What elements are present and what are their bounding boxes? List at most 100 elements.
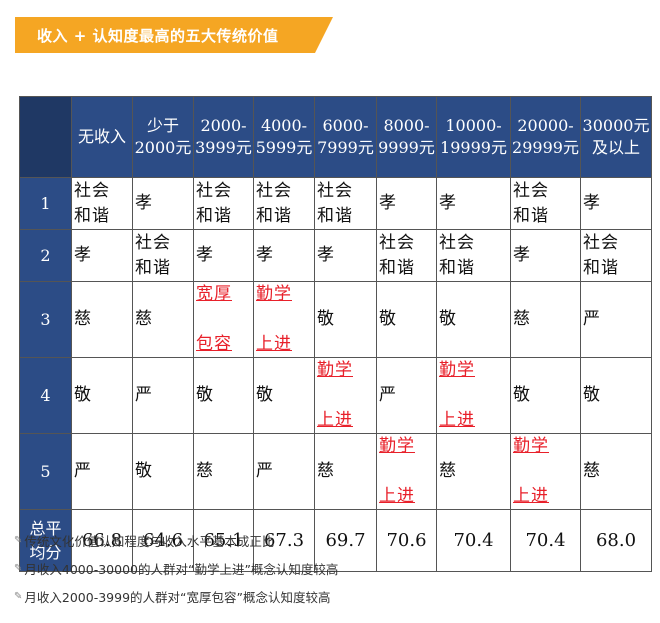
value-line: 严 xyxy=(135,385,153,405)
value-line: 慈 xyxy=(317,461,335,481)
value-line: 孝 xyxy=(74,245,92,265)
rank-cell: 3 xyxy=(19,281,72,358)
value-line: 和谐 xyxy=(74,205,110,226)
bullet-icon: ✎ xyxy=(14,590,23,602)
note-item: ✎ 传统文化价值认知程度与收入水平基本成正比 xyxy=(14,526,338,554)
value-cell: 敬 xyxy=(436,281,511,358)
bullet-icon: ✎ xyxy=(14,562,23,574)
value-cell: 慈 xyxy=(132,281,194,358)
table-row: 4 敬严敬敬勤学 上进严勤学 上进敬敬 xyxy=(19,357,652,434)
table-row: 1 社会 和谐孝社会 和谐 社会 和谐 社会 和谐孝孝社会 和谐孝 xyxy=(19,177,652,230)
average-value-cell: 69.7 xyxy=(314,509,377,572)
value-cell: 孝 xyxy=(132,177,194,230)
value-cell: 慈 xyxy=(580,433,652,510)
value-cell: 敬 xyxy=(132,433,194,510)
value-line: 勤学 xyxy=(379,436,415,456)
value-line: 孝 xyxy=(196,245,214,265)
highlighted-value-cell: 勤学 上进 xyxy=(510,433,581,510)
table-row: 5 严敬慈严慈勤学 上进慈勤学 上进慈 xyxy=(19,433,652,510)
average-label-line: 总平 xyxy=(29,518,62,538)
average-value-cell: 66.8 xyxy=(71,509,133,572)
title-banner-background xyxy=(15,17,333,53)
rank-cell: 1 xyxy=(19,177,72,230)
value-cell: 慈 xyxy=(314,433,377,510)
title-banner: 收入 + 认知度最高的五大传统价值 xyxy=(15,17,333,53)
highlighted-value-cell: 勤学 上进 xyxy=(253,281,315,358)
value-cell: 慈 xyxy=(71,281,133,358)
note-item: ✎ 月收入2000-3999的人群对“宽厚包容”概念认知度较高 xyxy=(14,582,338,610)
col-header: 2000- 3999元 xyxy=(193,96,254,178)
highlighted-value-cell: 勤学 上进 xyxy=(314,357,377,434)
value-cell: 孝 xyxy=(580,177,652,230)
value-line: 和谐 xyxy=(256,205,292,226)
rank-cell: 5 xyxy=(19,433,72,510)
value-line: 孝 xyxy=(379,193,397,213)
value-line: 包容 xyxy=(196,334,232,354)
header-row: 无收入 少于 2000元 2000- 3999元 4000- 5999元 600… xyxy=(19,96,652,178)
value-line: 孝 xyxy=(439,193,457,213)
note-text: 传统文化价值认知程度与收入水平基本成正比 xyxy=(24,533,275,549)
average-label-line: 均分 xyxy=(29,542,62,562)
average-value-cell: 70.4 xyxy=(436,509,511,572)
value-cell: 敬 xyxy=(376,281,437,358)
value-cell: 孝 xyxy=(436,177,511,230)
value-line: 勤学 xyxy=(317,360,353,380)
value-line: 上进 xyxy=(317,410,353,430)
value-cell: 严 xyxy=(132,357,194,434)
value-line: 慈 xyxy=(439,461,457,481)
bullet-icon: ✎ xyxy=(14,534,23,546)
value-cell: 社会 和谐 xyxy=(132,229,194,282)
value-line: 严 xyxy=(583,309,601,329)
value-line: 孝 xyxy=(317,245,335,265)
notes-list: ✎ 传统文化价值认知程度与收入水平基本成正比 ✎ 月收入4000-30000的人群对… xyxy=(14,526,338,610)
value-line: 敬 xyxy=(317,309,335,329)
note-item: ✎ 月收入4000-30000的人群对“勤学上进”概念认知度较高 xyxy=(14,554,338,582)
value-cell: 社会 和谐 xyxy=(436,229,511,282)
value-cell: 社会 和谐 xyxy=(314,177,377,230)
value-cell: 严 xyxy=(253,433,315,510)
value-cell: 敬 xyxy=(253,357,315,434)
value-cell: 孝 xyxy=(71,229,133,282)
value-line: 上进 xyxy=(439,410,475,430)
average-row: 总平 均分 66.8 64.6 65.1 67.3 69.7 70.6 70.4 70.4 68.0 xyxy=(19,509,652,572)
value-line: 孝 xyxy=(256,245,274,265)
value-line: 敬 xyxy=(256,385,274,405)
average-value-cell: 64.6 xyxy=(132,509,194,572)
col-header: 6000- 7999元 xyxy=(314,96,377,178)
value-cell: 社会 和谐 xyxy=(510,177,581,230)
value-line: 孝 xyxy=(513,245,531,265)
value-cell: 敬 xyxy=(314,281,377,358)
highlighted-value-cell: 勤学 上进 xyxy=(436,357,511,434)
value-line: 社会 xyxy=(196,180,232,201)
note-text: 月收入4000-30000的人群对“勤学上进”概念认知度较高 xyxy=(24,561,339,577)
average-value-cell: 70.4 xyxy=(510,509,581,572)
value-line: 上进 xyxy=(513,486,549,506)
value-cell: 严 xyxy=(376,357,437,434)
col-header: 4000- 5999元 xyxy=(253,96,315,178)
highlighted-value-cell: 宽厚 包容 xyxy=(193,281,254,358)
value-line: 敬 xyxy=(135,461,153,481)
value-line: 和谐 xyxy=(196,205,232,226)
value-line: 敬 xyxy=(583,385,601,405)
value-line: 和谐 xyxy=(513,205,549,226)
note-text: 月收入2000-3999的人群对“宽厚包容”概念认知度较高 xyxy=(24,589,331,605)
page-title: 收入 + 认知度最高的五大传统价值 xyxy=(37,26,279,45)
value-cell: 严 xyxy=(71,433,133,510)
value-line: 敬 xyxy=(379,309,397,329)
value-cell: 社会 和谐 xyxy=(580,229,652,282)
value-line: 慈 xyxy=(196,461,214,481)
value-cell: 慈 xyxy=(510,281,581,358)
value-cell: 孝 xyxy=(510,229,581,282)
value-line: 勤学 xyxy=(439,360,475,380)
average-value-cell: 65.1 xyxy=(193,509,254,572)
value-line: 社会 xyxy=(256,180,292,201)
value-cell: 社会 和谐 xyxy=(193,177,254,230)
value-line: 严 xyxy=(379,385,397,405)
highlighted-value-cell: 勤学 上进 xyxy=(376,433,437,510)
col-header: 20000- 29999元 xyxy=(510,96,581,178)
value-cell: 孝 xyxy=(376,177,437,230)
value-line: 孝 xyxy=(135,193,153,213)
value-line: 严 xyxy=(256,461,274,481)
value-line: 敬 xyxy=(74,385,92,405)
value-line: 和谐 xyxy=(439,257,475,278)
